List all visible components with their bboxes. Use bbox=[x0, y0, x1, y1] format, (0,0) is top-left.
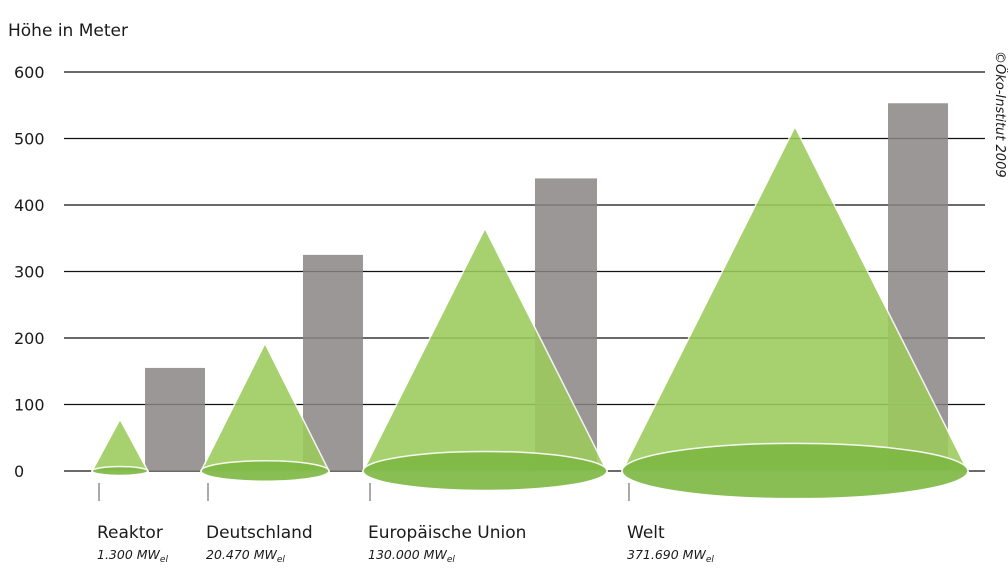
y-tick-label: 0 bbox=[14, 462, 24, 481]
category-label: Deutschland bbox=[206, 523, 313, 543]
height-bar bbox=[145, 367, 205, 471]
cone-base bbox=[200, 460, 330, 482]
capacity-label: 371.690 MWel bbox=[627, 547, 714, 565]
y-tick-label: 600 bbox=[14, 63, 45, 82]
capacity-unit: MW bbox=[137, 547, 161, 562]
capacity-label: 130.000 MWel bbox=[368, 547, 455, 565]
y-tick-label: 200 bbox=[14, 329, 45, 348]
cone-base bbox=[621, 442, 969, 500]
category-group bbox=[620, 103, 970, 500]
y-tick-label: 400 bbox=[14, 196, 45, 215]
y-tick-label: 300 bbox=[14, 263, 45, 282]
capacity-unit: MW bbox=[424, 547, 448, 562]
y-ticks: 0 100 200 300 400 500 600 bbox=[14, 63, 45, 481]
category-group bbox=[90, 367, 205, 477]
capacity-unit-subscript: el bbox=[447, 555, 456, 565]
category-label: Welt bbox=[627, 523, 665, 543]
capacity-value: 1.300 bbox=[97, 547, 137, 562]
capacity-value: 371.690 bbox=[627, 547, 683, 562]
y-tick-label: 500 bbox=[14, 130, 45, 149]
category-group bbox=[199, 254, 363, 482]
cone-base bbox=[91, 465, 149, 477]
capacity-label: 20.470 MWel bbox=[206, 547, 285, 565]
category-label: Reaktor bbox=[97, 523, 163, 543]
y-tick-label: 100 bbox=[14, 396, 45, 415]
cone-base bbox=[362, 450, 608, 492]
capacity-value: 20.470 bbox=[206, 547, 254, 562]
chart-items bbox=[90, 103, 970, 500]
height-bar bbox=[303, 254, 363, 471]
capacity-value: 130.000 bbox=[368, 547, 424, 562]
y-axis-title: Höhe in Meter bbox=[8, 21, 128, 41]
capacity-unit-subscript: el bbox=[277, 555, 286, 565]
capacity-unit: MW bbox=[683, 547, 707, 562]
capacity-unit-subscript: el bbox=[160, 555, 169, 565]
capacity-label: 1.300 MWel bbox=[97, 547, 168, 565]
copyright-credit: ©Öko-Institut 2009 bbox=[992, 51, 1008, 178]
category-label: Europäische Union bbox=[368, 523, 526, 543]
category-group bbox=[361, 178, 609, 492]
cone bbox=[90, 417, 150, 472]
capacity-unit-subscript: el bbox=[706, 555, 715, 565]
capacity-unit: MW bbox=[254, 547, 278, 562]
